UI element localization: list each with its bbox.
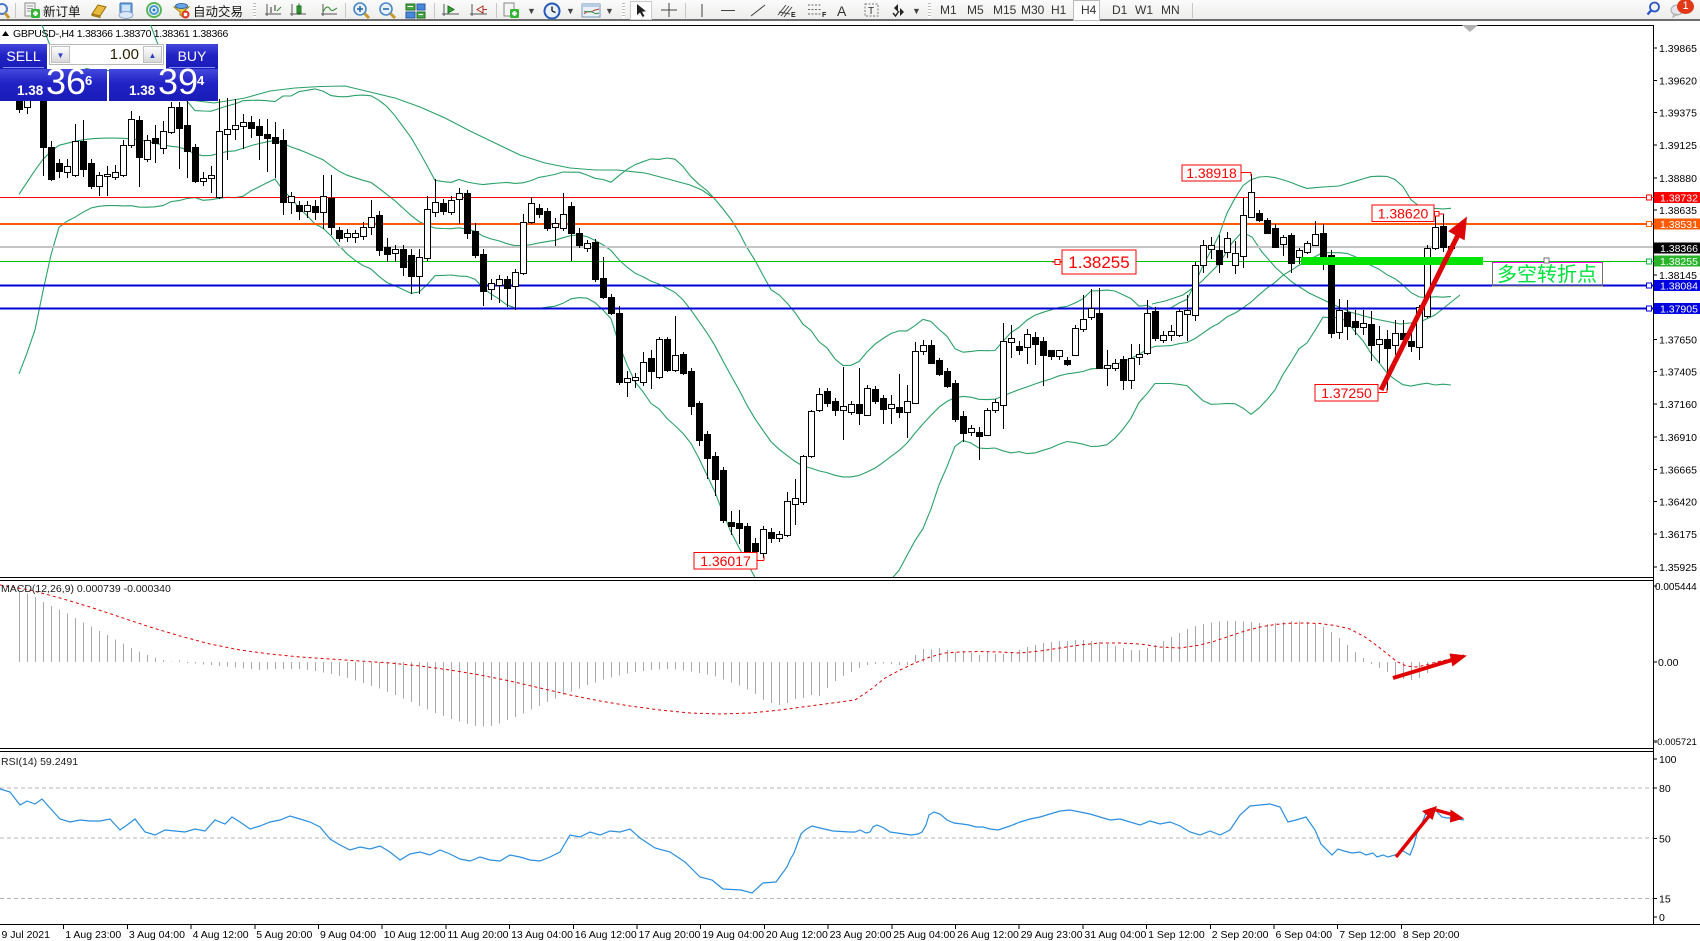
- svg-text:1.37160: 1.37160: [1659, 399, 1697, 411]
- svg-text:26 Aug 12:00: 26 Aug 12:00: [957, 929, 1019, 941]
- svg-text:16 Aug 12:00: 16 Aug 12:00: [575, 929, 637, 941]
- svg-text:9 Jul 2021: 9 Jul 2021: [2, 929, 51, 941]
- svg-text:7 Sep 12:00: 7 Sep 12:00: [1339, 929, 1396, 941]
- svg-text:23 Aug 20:00: 23 Aug 20:00: [830, 929, 892, 941]
- svg-text:6 Sep 04:00: 6 Sep 04:00: [1276, 929, 1333, 941]
- svg-text:9 Aug 04:00: 9 Aug 04:00: [320, 929, 376, 941]
- svg-text:1.37405: 1.37405: [1659, 367, 1697, 379]
- svg-text:15: 15: [1659, 894, 1671, 906]
- svg-text:29 Aug 23:00: 29 Aug 23:00: [1021, 929, 1083, 941]
- svg-text:10 Aug 12:00: 10 Aug 12:00: [384, 929, 446, 941]
- svg-text:1.39125: 1.39125: [1659, 140, 1697, 152]
- svg-text:2 Sep 20:00: 2 Sep 20:00: [1212, 929, 1269, 941]
- svg-text:1.39620: 1.39620: [1659, 75, 1697, 87]
- svg-text:MACD(12,26,9) 0.000739 -0.0003: MACD(12,26,9) 0.000739 -0.000340: [1, 583, 171, 595]
- svg-text:-0.005721: -0.005721: [1654, 737, 1697, 748]
- svg-text:100: 100: [1659, 754, 1677, 766]
- svg-text:19 Aug 04:00: 19 Aug 04:00: [702, 929, 764, 941]
- svg-text:1.37650: 1.37650: [1659, 334, 1697, 346]
- svg-text:1.36665: 1.36665: [1659, 464, 1697, 476]
- svg-text:25 Aug 04:00: 25 Aug 04:00: [893, 929, 955, 941]
- svg-text:1.35925: 1.35925: [1659, 562, 1697, 574]
- svg-text:0.00: 0.00: [1658, 657, 1679, 669]
- svg-text:4 Aug 12:00: 4 Aug 12:00: [193, 929, 249, 941]
- svg-text:13 Aug 04:00: 13 Aug 04:00: [511, 929, 573, 941]
- svg-text:1.38531: 1.38531: [1660, 219, 1698, 231]
- svg-text:1.38366: 1.38366: [1660, 243, 1698, 255]
- svg-text:1 Aug 23:00: 1 Aug 23:00: [65, 929, 121, 941]
- svg-text:1.36175: 1.36175: [1659, 529, 1697, 541]
- svg-text:1.39375: 1.39375: [1659, 108, 1697, 120]
- svg-text:1.38880: 1.38880: [1659, 173, 1697, 185]
- svg-text:1.38145: 1.38145: [1659, 270, 1697, 282]
- svg-text:1.36910: 1.36910: [1659, 432, 1697, 444]
- svg-text:1.37905: 1.37905: [1660, 304, 1698, 316]
- svg-text:1.37250: 1.37250: [1321, 385, 1372, 401]
- svg-text:17 Aug 20:00: 17 Aug 20:00: [639, 929, 701, 941]
- svg-text:1.38635: 1.38635: [1659, 205, 1697, 217]
- svg-text:1.38084: 1.38084: [1660, 281, 1698, 293]
- svg-text:1.38255: 1.38255: [1660, 256, 1698, 268]
- svg-text:31 Aug 04:00: 31 Aug 04:00: [1084, 929, 1146, 941]
- svg-text:F: F: [822, 12, 827, 19]
- svg-text:50: 50: [1659, 834, 1671, 846]
- svg-text:E: E: [791, 12, 796, 19]
- svg-text:5 Aug 20:00: 5 Aug 20:00: [256, 929, 312, 941]
- svg-text:1.36017: 1.36017: [700, 553, 751, 569]
- svg-text:1.39865: 1.39865: [1659, 43, 1697, 55]
- svg-text:1.38732: 1.38732: [1660, 193, 1698, 205]
- svg-text:0.005444: 0.005444: [1655, 582, 1697, 593]
- svg-text:GBPUSD-,H4 1.38366 1.38370 1.: GBPUSD-,H4 1.38366 1.38370 1.38361 1.383…: [13, 28, 229, 40]
- svg-text:1.36420: 1.36420: [1659, 497, 1697, 509]
- svg-text:20 Aug 12:00: 20 Aug 12:00: [766, 929, 828, 941]
- svg-text:RSI(14) 59.2491: RSI(14) 59.2491: [1, 756, 78, 768]
- svg-text:3 Aug 04:00: 3 Aug 04:00: [129, 929, 185, 941]
- svg-text:0: 0: [1659, 912, 1665, 924]
- svg-text:1.38255: 1.38255: [1068, 253, 1129, 272]
- svg-text:1.38918: 1.38918: [1186, 165, 1237, 181]
- svg-text:1.38620: 1.38620: [1378, 205, 1429, 221]
- svg-text:多空转折点: 多空转折点: [1497, 263, 1597, 286]
- svg-text:T: T: [868, 6, 874, 17]
- svg-text:8 Sep 20:00: 8 Sep 20:00: [1403, 929, 1460, 941]
- svg-text:11 Aug 20:00: 11 Aug 20:00: [447, 929, 508, 941]
- svg-text:1 Sep 12:00: 1 Sep 12:00: [1148, 929, 1205, 941]
- svg-text:80: 80: [1659, 783, 1671, 795]
